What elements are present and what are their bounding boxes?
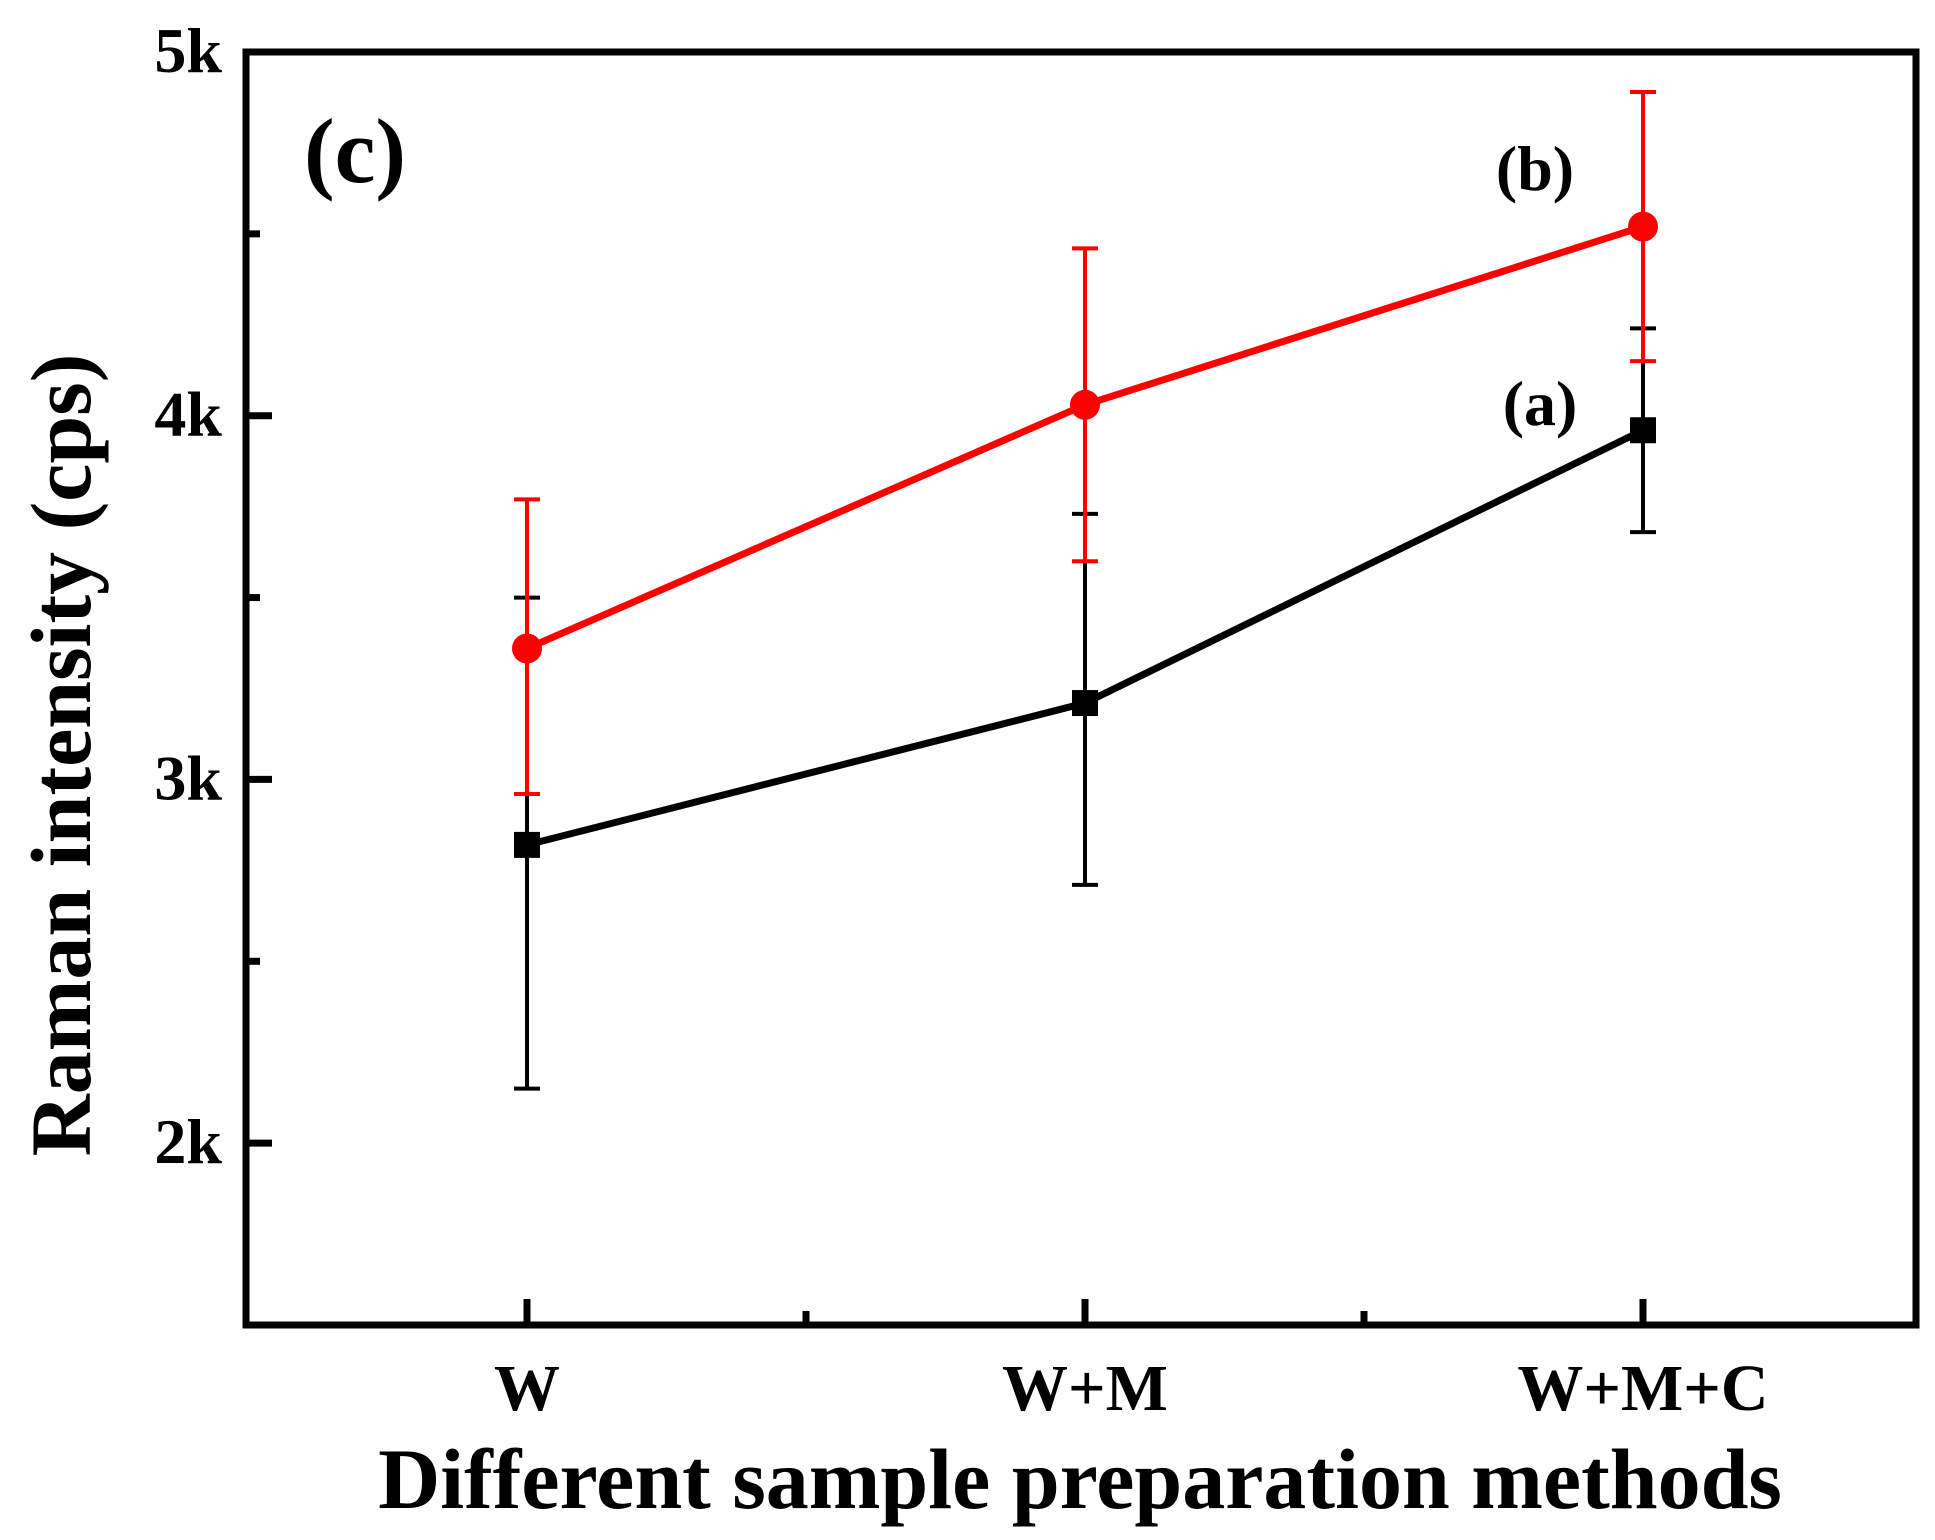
y-tick-label: 5k	[154, 15, 222, 86]
data-point	[512, 633, 542, 664]
data-point	[1628, 211, 1658, 242]
x-tick-label: W	[494, 1352, 560, 1425]
data-point	[1072, 690, 1098, 717]
x-tick-label: W+M+C	[1517, 1352, 1768, 1425]
y-axis-title: Raman intensity (cps)	[13, 354, 109, 1157]
y-tick-label: 4k	[154, 379, 222, 450]
series-b	[512, 90, 1658, 796]
panel-label: (c)	[304, 100, 406, 202]
x-tick-label: W+M	[1002, 1352, 1168, 1425]
data-point	[1070, 389, 1100, 420]
x-axis-title: Different sample preparation methods	[378, 1431, 1782, 1527]
data-point	[1630, 417, 1656, 444]
y-tick-label: 2k	[154, 1106, 222, 1177]
series-label-b: (b)	[1496, 133, 1574, 204]
series-layer	[512, 90, 1658, 1091]
y-tick-label: 3k	[154, 742, 222, 813]
data-point	[514, 831, 540, 858]
series-label-a: (a)	[1503, 368, 1578, 439]
plot-frame	[242, 48, 1920, 1329]
axis-layer: 2k 3k 4k 5k W W+M W+M+C	[154, 15, 1768, 1425]
